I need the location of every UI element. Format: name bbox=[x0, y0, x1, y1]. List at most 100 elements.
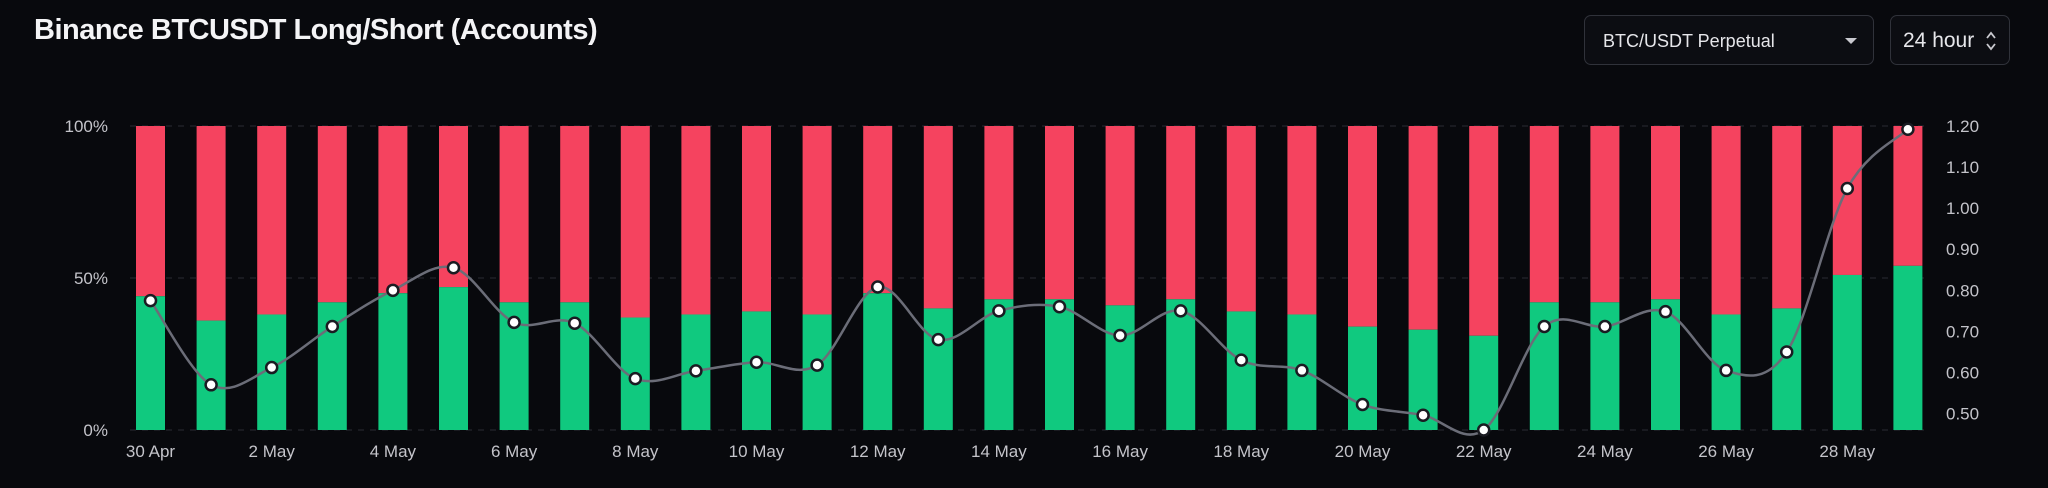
ratio-point bbox=[1234, 353, 1249, 367]
x-tick-label: 22 May bbox=[1456, 442, 1512, 461]
x-tick-label: 8 May bbox=[612, 442, 659, 461]
short-bar bbox=[1711, 126, 1741, 315]
y-right-tick-label: 1.20 bbox=[1946, 117, 1979, 136]
ratio-point bbox=[325, 319, 340, 334]
ratio-point bbox=[810, 358, 824, 372]
long-bar bbox=[1651, 299, 1680, 430]
short-bar bbox=[620, 126, 650, 318]
short-bar bbox=[1651, 126, 1680, 300]
short-bar bbox=[560, 126, 590, 303]
short-bar bbox=[257, 126, 287, 315]
long-bar bbox=[1166, 299, 1196, 430]
x-tick-label: 2 May bbox=[249, 442, 296, 461]
ratio-point bbox=[507, 315, 521, 330]
ratio-point bbox=[1295, 363, 1309, 378]
short-bar bbox=[378, 126, 408, 294]
short-bar bbox=[196, 126, 226, 321]
symbol-select[interactable]: BTC/USDT Perpetual bbox=[1584, 15, 1874, 65]
period-select-value: 24 hour bbox=[1903, 29, 1975, 52]
ratio-line bbox=[149, 128, 1909, 436]
short-bar bbox=[439, 126, 468, 288]
x-tick-label: 4 May bbox=[370, 442, 417, 461]
short-bar bbox=[1408, 126, 1438, 330]
ratio-point bbox=[1113, 328, 1127, 343]
y-right-tick-label: 1.00 bbox=[1946, 199, 1979, 218]
short-bar bbox=[1045, 126, 1074, 300]
short-bar bbox=[984, 126, 1014, 300]
ratio-point bbox=[1355, 397, 1370, 412]
long-bar bbox=[1772, 308, 1802, 430]
short-bar bbox=[1772, 126, 1802, 309]
short-bar bbox=[1893, 126, 1923, 266]
chart-title: Binance BTCUSDT Long/Short (Accounts) bbox=[34, 14, 598, 46]
short-bar bbox=[742, 126, 771, 312]
y-right-tick-label: 0.80 bbox=[1946, 281, 1979, 300]
long-bar bbox=[1348, 326, 1377, 430]
ratio-point bbox=[446, 260, 461, 275]
ratio-point bbox=[1416, 408, 1430, 422]
y-right-tick-label: 0.70 bbox=[1946, 322, 1979, 341]
ratio-point bbox=[1840, 181, 1855, 196]
short-bar bbox=[1529, 126, 1559, 303]
short-bar bbox=[1166, 126, 1196, 300]
ratio-point bbox=[931, 332, 946, 347]
x-tick-label: 28 May bbox=[1819, 442, 1875, 461]
long-bar bbox=[984, 299, 1014, 430]
ratio-point bbox=[1901, 122, 1915, 137]
x-tick-label: 12 May bbox=[850, 442, 906, 461]
short-bar bbox=[681, 126, 711, 315]
short-bar bbox=[1226, 126, 1256, 312]
ratio-point bbox=[992, 304, 1006, 318]
y-right-tick-label: 0.60 bbox=[1946, 363, 1979, 382]
x-tick-label: 6 May bbox=[491, 442, 538, 461]
x-tick-label: 30 Apr bbox=[126, 442, 175, 461]
short-bar bbox=[923, 126, 953, 309]
ratio-point bbox=[1719, 363, 1733, 378]
ratio-point bbox=[870, 280, 885, 294]
long-bar bbox=[742, 311, 771, 430]
x-tick-label: 18 May bbox=[1213, 442, 1269, 461]
ratio-point bbox=[1658, 304, 1673, 319]
long-bar bbox=[439, 287, 468, 430]
y-right-tick-label: 0.90 bbox=[1946, 240, 1979, 259]
short-bar bbox=[136, 126, 165, 297]
long-bar bbox=[1469, 335, 1499, 430]
y-left-tick-label: 100% bbox=[65, 117, 108, 136]
x-tick-label: 26 May bbox=[1698, 442, 1754, 461]
y-left-tick-label: 50% bbox=[74, 269, 108, 288]
long-bar bbox=[1105, 305, 1135, 430]
symbol-select-value: BTC/USDT Perpetual bbox=[1603, 31, 1775, 51]
ratio-point bbox=[264, 360, 279, 375]
short-bar bbox=[1105, 126, 1135, 306]
short-bar bbox=[1287, 126, 1317, 315]
y-right-tick-label: 1.10 bbox=[1946, 158, 1979, 177]
short-bar bbox=[499, 126, 529, 303]
ratio-point bbox=[1052, 300, 1067, 314]
ratio-point bbox=[567, 316, 582, 330]
long-bar bbox=[923, 308, 953, 430]
short-bar bbox=[1469, 126, 1499, 336]
long-bar bbox=[136, 296, 165, 430]
ratio-point bbox=[143, 293, 158, 308]
long-bar bbox=[1226, 311, 1256, 430]
long-bar bbox=[802, 314, 832, 430]
x-tick-label: 20 May bbox=[1335, 442, 1391, 461]
long-bar bbox=[863, 293, 893, 430]
long-bar bbox=[378, 293, 408, 430]
x-tick-label: 24 May bbox=[1577, 442, 1633, 461]
long-bar bbox=[1832, 274, 1862, 430]
short-bar bbox=[863, 126, 893, 294]
ratio-point bbox=[1476, 423, 1491, 437]
ratio-point bbox=[749, 355, 764, 369]
period-select[interactable]: 24 hour bbox=[1890, 15, 2010, 65]
short-bar bbox=[802, 126, 832, 315]
updown-chevron-icon bbox=[1986, 31, 1996, 51]
ratio-point bbox=[689, 364, 703, 378]
ratio-point bbox=[1537, 319, 1552, 334]
ratio-point bbox=[1779, 345, 1794, 359]
ratio-point bbox=[1598, 319, 1612, 334]
long-bar bbox=[1045, 299, 1074, 430]
chevron-down-icon bbox=[1845, 38, 1857, 44]
short-bar bbox=[1348, 126, 1377, 327]
